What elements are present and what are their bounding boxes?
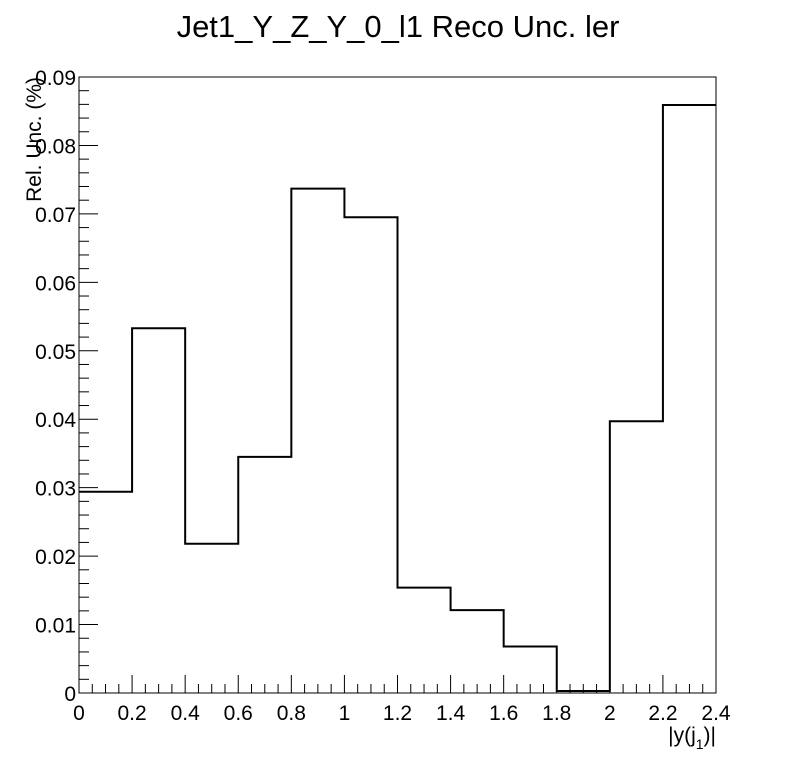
histogram-series-line	[79, 104, 716, 692]
y-tick-label: 0.09	[35, 67, 76, 90]
histogram-bin	[79, 492, 132, 693]
histogram-bin	[238, 457, 291, 693]
minor-ticks	[79, 90, 704, 693]
histogram-bin	[504, 646, 557, 693]
histogram-bin	[398, 588, 451, 693]
histogram-bin	[344, 217, 397, 693]
histogram-bin	[557, 691, 610, 693]
x-tick-label: 1.4	[436, 702, 466, 725]
histogram-bin	[451, 610, 504, 693]
x-tick-label: 2.4	[701, 702, 731, 725]
y-tick-label: 0.05	[35, 341, 76, 364]
x-tick-label: 0.2	[117, 702, 146, 725]
x-tick-label: 1	[339, 702, 351, 725]
x-tick-label: 2	[604, 702, 616, 725]
y-tick-label: 0.01	[35, 615, 76, 638]
x-axis-label: |y(j1)|	[668, 724, 716, 752]
x-tick-label: 1.8	[542, 702, 571, 725]
x-tick-label: 0.8	[277, 702, 306, 725]
y-tick-label: 0.07	[35, 204, 76, 227]
y-tick-label: 0.06	[35, 272, 76, 295]
x-tick-labels: 0 0.2 0.4 0.6 0.8 1 1.2 1.4 1.6 1.8 2 2.2 2.4	[73, 702, 731, 725]
y-tick-label: 0.03	[35, 478, 76, 501]
histogram-bin	[610, 421, 663, 693]
y-tick-label: 0.02	[35, 546, 76, 569]
x-tick-label: 0.6	[224, 702, 253, 725]
y-tick-label: 0.04	[35, 409, 76, 432]
histogram-bin	[663, 105, 716, 693]
x-tick-label: 1.2	[383, 702, 412, 725]
histogram-bins	[79, 105, 716, 693]
histogram-bin	[185, 544, 238, 693]
y-axis-label: Rel. Unc. (%)	[23, 77, 46, 202]
x-tick-label: 0.4	[171, 702, 201, 725]
histogram-bin	[132, 328, 185, 693]
chart-title: Jet1_Y_Z_Y_0_l1 Reco Unc. ler	[177, 9, 620, 44]
histogram-bin	[291, 189, 344, 693]
x-tick-label: 1.6	[489, 702, 518, 725]
y-tick-label: 0	[64, 683, 76, 706]
y-tick-label: 0.08	[35, 135, 76, 158]
y-tick-labels: 0 0.01 0.02 0.03 0.04 0.05 0.06 0.07 0.08 0.09	[35, 67, 76, 706]
x-tick-label: 0	[73, 702, 85, 725]
x-tick-label: 2.2	[648, 702, 677, 725]
